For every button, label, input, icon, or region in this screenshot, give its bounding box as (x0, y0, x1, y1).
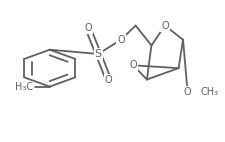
Text: O: O (104, 75, 112, 84)
Text: O: O (183, 87, 191, 97)
Text: O: O (129, 60, 137, 70)
Text: H₃C: H₃C (15, 82, 33, 92)
Text: O: O (117, 35, 124, 45)
Text: O: O (160, 21, 168, 31)
Text: CH₃: CH₃ (199, 87, 217, 97)
Text: S: S (94, 49, 101, 59)
Text: O: O (84, 23, 92, 33)
